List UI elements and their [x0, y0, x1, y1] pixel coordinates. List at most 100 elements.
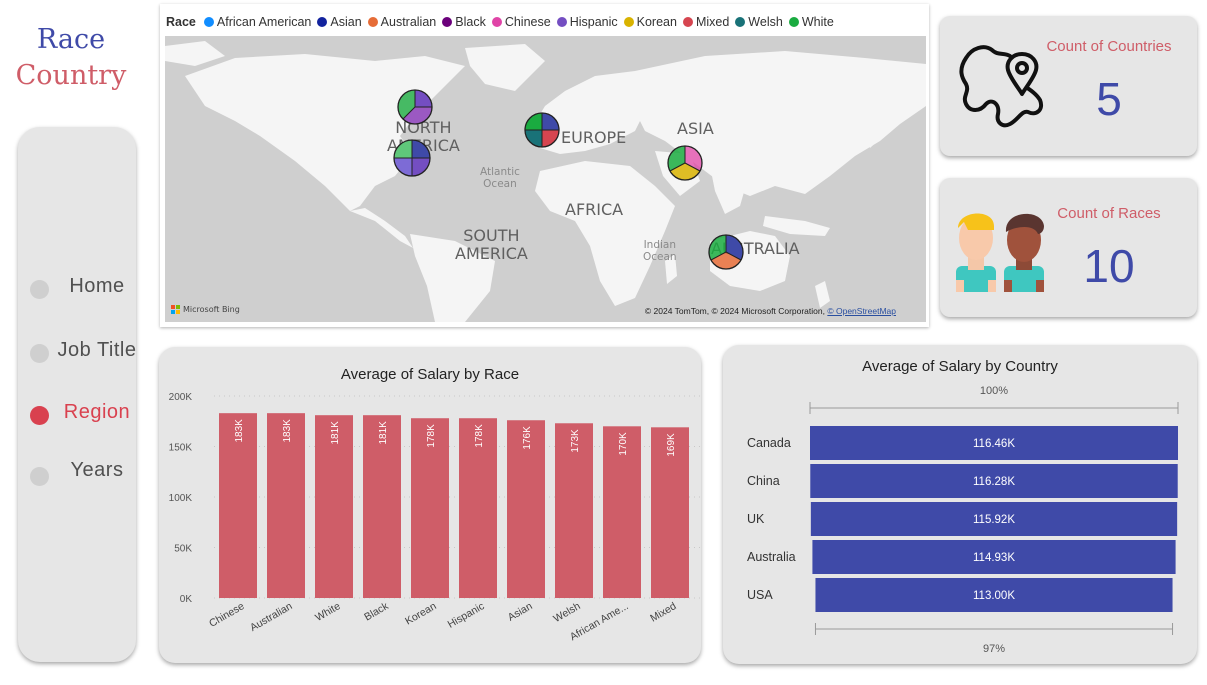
map-location-icon [959, 45, 1043, 128]
bar[interactable] [810, 502, 1178, 536]
nav-dot-icon [30, 406, 49, 425]
x-tick-label: White [313, 600, 342, 624]
y-tick-label: 0K [180, 594, 193, 605]
data-label: 113.00K [973, 590, 1015, 602]
data-label: 116.46K [973, 438, 1015, 450]
nav-item-label: Job Title [57, 339, 137, 361]
y-tick-label: 150K [169, 443, 193, 454]
bar[interactable] [363, 415, 401, 598]
chart-salary-by-country: Average of Salary by Country 100% Canada 1… [723, 345, 1197, 664]
legend-item[interactable]: Korean [623, 15, 677, 29]
bottom-percent-label: 97% [983, 643, 1005, 655]
x-tick-label: Mixed [648, 600, 678, 624]
nav-item-job-title[interactable]: Job Title [0, 336, 150, 370]
map-canvas[interactable]: NORTHAMERICA EUROPE ASIA AFRICA SOUTHAME… [165, 36, 926, 322]
map-label-africa: AFRICA [565, 200, 624, 219]
nav-item-home[interactable]: Home [0, 272, 150, 306]
nav-item-years[interactable]: Years [0, 456, 150, 490]
legend-item[interactable]: Chinese [491, 15, 551, 29]
bing-logo: Microsoft Bing [171, 305, 240, 314]
bar[interactable] [507, 420, 545, 598]
x-tick-label: Chinese [207, 600, 247, 630]
data-label: 181K [378, 421, 389, 445]
legend-item[interactable]: White [788, 15, 834, 29]
x-tick-label: Korean [403, 600, 438, 627]
bar[interactable] [651, 427, 689, 598]
x-tick-label: Asian [506, 600, 535, 624]
nav-item-region[interactable]: Region [0, 398, 150, 432]
bar[interactable] [810, 426, 1178, 460]
category-label: UK [747, 512, 765, 526]
bar[interactable] [555, 423, 593, 598]
nav-panel [18, 127, 136, 662]
page-title-country: Country [15, 60, 127, 91]
bar[interactable] [411, 418, 449, 598]
nav-item-label: Home [69, 275, 125, 297]
people-icon [956, 213, 1044, 292]
race-bar-chart-svg: 0K 50K 100K 150K 200K 183K Chinese 183K Australi… [169, 392, 701, 643]
y-tick-label: 100K [169, 493, 193, 504]
map-label-south-america: SOUTH AMERICA [455, 226, 528, 263]
chart-salary-by-race: Average of Salary by Race 0K 50K 100K 150K 2… [159, 347, 701, 663]
map-label-europe: EUROPE [561, 128, 627, 147]
page-title-race: Race [36, 24, 106, 55]
data-label: 116.28K [973, 476, 1015, 488]
map-label-indian-ocean: Indian Ocean [643, 239, 677, 263]
legend-item[interactable]: Australian [367, 15, 436, 29]
kpi-label-countries: Count of Countries [1046, 38, 1172, 55]
nav-item-label: Years [70, 459, 124, 481]
y-tick-label: 50K [174, 544, 192, 555]
map-pie-markers [393, 89, 744, 270]
pie-marker-usa [393, 139, 431, 177]
x-tick-label: Hispanic [446, 600, 487, 631]
data-label: 173K [570, 429, 581, 453]
pie-marker-china [667, 145, 703, 181]
category-label: Canada [747, 436, 791, 450]
bar[interactable] [815, 578, 1173, 612]
bar[interactable] [810, 464, 1178, 498]
bar[interactable] [315, 415, 353, 598]
category-label: China [747, 474, 780, 488]
map-attribution: © 2024 TomTom, © 2024 Microsoft Corporat… [644, 306, 896, 316]
microsoft-logo-icon [171, 305, 180, 314]
bar[interactable] [267, 413, 305, 598]
kpi-card-races: Count of Races 10 [940, 178, 1197, 317]
category-label: USA [747, 588, 773, 602]
data-label: 181K [330, 421, 341, 445]
y-tick-label: 200K [169, 392, 193, 403]
category-label: Australia [747, 550, 796, 564]
x-tick-label: Welsh [551, 600, 582, 625]
legend-item[interactable]: African American [203, 15, 311, 29]
map-label-atlantic-ocean: Atlantic Ocean [480, 166, 520, 190]
bar[interactable] [219, 413, 257, 598]
bar[interactable] [459, 418, 497, 598]
legend-item[interactable]: Hispanic [556, 15, 618, 29]
data-label: 170K [618, 432, 629, 456]
openstreetmap-link[interactable]: © OpenStreetMap [827, 306, 896, 316]
data-label: 183K [282, 419, 293, 443]
data-label: 178K [426, 424, 437, 448]
world-map-landmass [165, 41, 926, 322]
data-label: 183K [234, 419, 245, 443]
legend-title: Race [166, 15, 196, 29]
data-label: 169K [666, 433, 677, 457]
x-tick-label: Black [362, 600, 391, 624]
data-label: 178K [474, 424, 485, 448]
nav-dot-icon [30, 467, 49, 486]
x-tick-label: Australian [248, 600, 295, 634]
bar[interactable] [603, 426, 641, 598]
chart-title: Average of Salary by Race [340, 366, 520, 383]
map-label-asia: ASIA [677, 119, 714, 138]
nav-dot-icon [30, 344, 49, 363]
kpi-card-countries: Count of Countries 5 [940, 16, 1197, 156]
kpi-value-races: 10 [1083, 240, 1135, 292]
pie-marker-uk [524, 112, 560, 148]
data-label: 114.93K [973, 552, 1015, 564]
map-legend: Race African American Asian Australian B… [166, 15, 840, 29]
legend-item[interactable]: Black [442, 15, 486, 29]
data-label: 115.92K [973, 514, 1015, 526]
legend-item[interactable]: Mixed [682, 15, 729, 29]
legend-item[interactable]: Welsh [735, 15, 783, 29]
legend-item[interactable]: Asian [317, 15, 362, 29]
bar[interactable] [812, 540, 1176, 574]
